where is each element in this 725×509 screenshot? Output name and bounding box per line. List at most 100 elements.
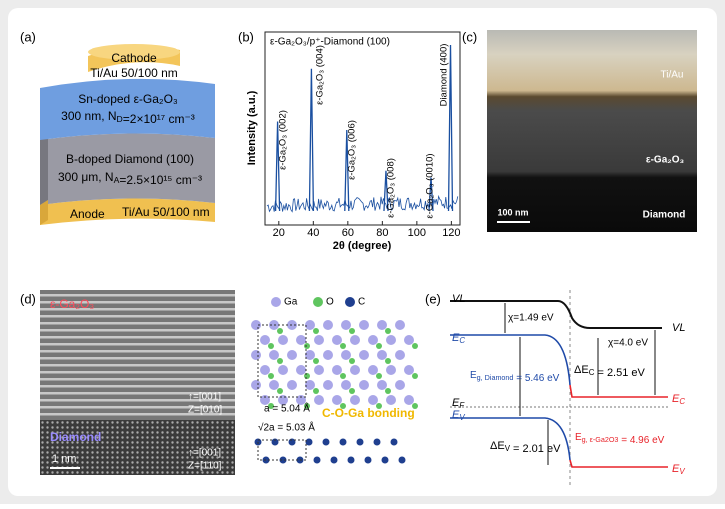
- label: EV: [452, 409, 465, 422]
- atom-o: [313, 388, 319, 394]
- atom-c: [330, 456, 338, 464]
- text-part: = 5.46 eV: [513, 373, 559, 384]
- label: 300 μm, NA=2.5×10¹⁵ cm⁻³: [58, 170, 202, 187]
- label: ↑=[001]: [188, 448, 221, 459]
- atom-c: [339, 438, 347, 446]
- x-tick-label: 40: [307, 227, 319, 239]
- atom-ga: [269, 350, 279, 360]
- legend-label: Ga: [284, 297, 298, 308]
- atom-ga: [350, 365, 360, 375]
- atom-c: [305, 438, 313, 446]
- vacuum-level: [450, 300, 662, 329]
- atom-ga: [404, 365, 414, 375]
- text-part: g, ε-Ga2O3: [582, 435, 619, 444]
- atom-ga: [296, 395, 306, 405]
- atom-ga: [251, 350, 261, 360]
- atom-o: [277, 388, 283, 394]
- text-part: A: [114, 175, 120, 185]
- label: EF: [452, 397, 465, 410]
- diamond-side: [40, 135, 48, 205]
- atom-ga: [332, 365, 342, 375]
- atom-ga: [260, 335, 270, 345]
- atom-ga: [377, 320, 387, 330]
- atom-ga: [314, 395, 324, 405]
- text-part: 300 μm, N: [58, 170, 114, 184]
- text-part: V: [459, 413, 465, 422]
- x-tick-label: 20: [273, 227, 285, 239]
- peak-label: ε-Ga₂O₃ (006): [347, 120, 358, 180]
- legend-swatch: [345, 297, 355, 307]
- legend-label: C: [358, 297, 365, 308]
- atom-c: [356, 438, 364, 446]
- x-tick-label: 80: [376, 227, 388, 239]
- panel-label: (b): [238, 29, 254, 44]
- atom-ga: [287, 350, 297, 360]
- text-part: C: [589, 368, 595, 377]
- oxide-layer: [40, 78, 215, 140]
- unit-cell: [257, 324, 307, 398]
- y-axis-label: Intensity (a.u.): [246, 90, 258, 165]
- x-tick-label: 100: [408, 227, 426, 239]
- atom-o: [349, 328, 355, 334]
- atom-ga: [305, 350, 315, 360]
- atom-o: [349, 388, 355, 394]
- atom-ga: [305, 320, 315, 330]
- text-part: = 2.51 eV: [594, 367, 645, 379]
- atom-ga: [332, 395, 342, 405]
- atom-c: [364, 456, 372, 464]
- label: 100 nm: [497, 207, 528, 217]
- atom-ga: [350, 335, 360, 345]
- text-part: E: [575, 432, 582, 443]
- hrtem-oxide: [40, 290, 235, 420]
- text-part: = 4.96 eV: [618, 435, 664, 446]
- atom-ga: [386, 365, 396, 375]
- atom-ga: [404, 335, 414, 345]
- atom-ga: [323, 380, 333, 390]
- atom-ga: [368, 335, 378, 345]
- text-part: E: [452, 397, 460, 409]
- label: ε-Ga₂O₃: [646, 155, 685, 166]
- atom-o: [268, 343, 274, 349]
- atom-o: [340, 403, 346, 409]
- tem-image: [487, 30, 697, 232]
- crystal-structure: [251, 320, 418, 464]
- panel-label: (d): [20, 291, 36, 306]
- atom-ga: [314, 365, 324, 375]
- atom-ga: [377, 350, 387, 360]
- atom-o: [349, 358, 355, 364]
- label: χ=1.49 eV: [508, 313, 554, 324]
- atom-o: [385, 328, 391, 334]
- x-axis-label: 2θ (degree): [333, 240, 392, 252]
- label: Sn-doped ε-Ga₂O₃: [78, 92, 178, 106]
- label: Z=[110]: [188, 461, 222, 472]
- label: Eg, Diamond = 5.46 eV: [470, 370, 560, 384]
- atom-ga: [323, 320, 333, 330]
- cathode-top: [88, 44, 180, 60]
- atom-o: [304, 373, 310, 379]
- atom-ga: [359, 320, 369, 330]
- label: ΔEC = 2.51 eV: [574, 364, 646, 379]
- atom-o: [412, 373, 418, 379]
- text-part: C: [459, 336, 465, 345]
- peak-label: Diamond (400): [439, 44, 450, 107]
- legend-swatch: [271, 297, 281, 307]
- text-part: D: [117, 114, 123, 124]
- atom-o: [412, 343, 418, 349]
- label: ε-Ga₂O₃: [50, 297, 94, 311]
- atom-c: [347, 456, 355, 464]
- atom-c: [322, 438, 330, 446]
- atom-ga: [296, 365, 306, 375]
- atom-ga: [260, 365, 270, 375]
- panel-label: (a): [20, 29, 36, 44]
- atom-ga: [269, 380, 279, 390]
- label: EV: [672, 463, 685, 476]
- ev-diamond: [450, 417, 571, 461]
- anode-layer: [40, 198, 215, 225]
- label: χ=4.0 eV: [608, 338, 648, 349]
- atom-c: [313, 456, 321, 464]
- peak-label: ε-Ga₂O₃ (004): [315, 45, 326, 105]
- atom-ga: [278, 365, 288, 375]
- panel-label: (c): [462, 29, 477, 44]
- hrtem-diamond: [40, 420, 235, 475]
